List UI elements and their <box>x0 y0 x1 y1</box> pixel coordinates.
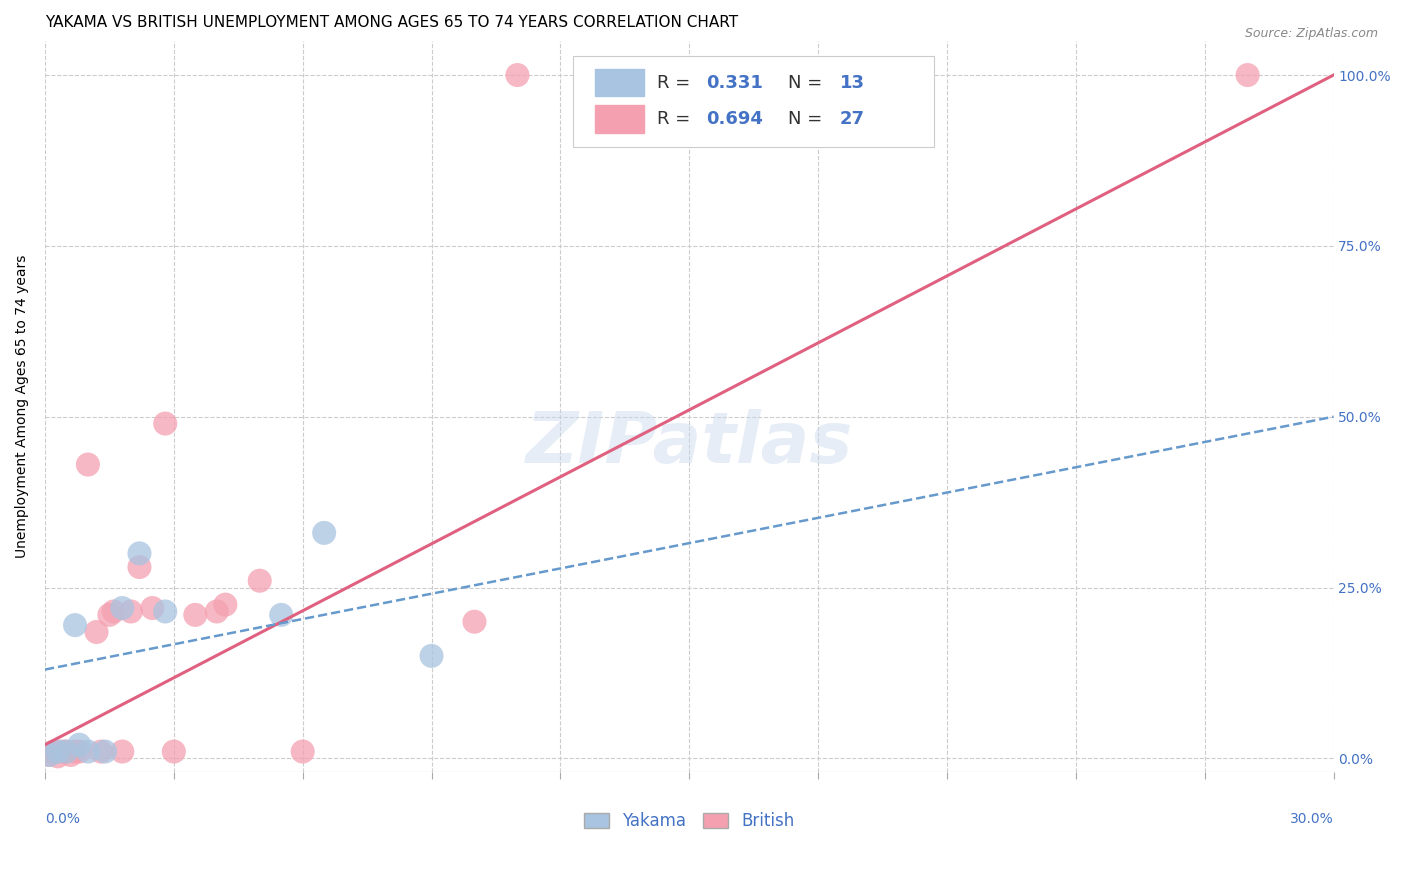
Point <box>59 747 82 762</box>
Point <box>205 605 228 619</box>
Point <box>63 618 86 632</box>
Text: YAKAMA VS BRITISH UNEMPLOYMENT AMONG AGES 65 TO 74 YEARS CORRELATION CHART: YAKAMA VS BRITISH UNEMPLOYMENT AMONG AGE… <box>45 15 738 30</box>
Text: R =: R = <box>657 110 696 128</box>
Bar <box>595 69 644 96</box>
Point <box>1236 68 1258 82</box>
Point <box>111 745 134 759</box>
Bar <box>595 105 644 133</box>
Point <box>94 745 117 759</box>
Point <box>67 738 90 752</box>
Text: N =: N = <box>789 110 828 128</box>
Point <box>46 749 69 764</box>
Point <box>128 546 150 560</box>
Point <box>77 458 100 472</box>
Point <box>155 417 177 431</box>
Point <box>128 560 150 574</box>
Y-axis label: Unemployment Among Ages 65 to 74 years: Unemployment Among Ages 65 to 74 years <box>15 255 30 558</box>
Point <box>291 745 314 759</box>
FancyBboxPatch shape <box>574 55 934 147</box>
Text: R =: R = <box>657 73 696 92</box>
Point <box>111 601 134 615</box>
Point <box>38 747 60 762</box>
Point <box>51 745 73 759</box>
Point <box>77 745 100 759</box>
Point <box>38 747 60 762</box>
Point <box>184 607 207 622</box>
Text: N =: N = <box>789 73 828 92</box>
Point <box>63 745 86 759</box>
Point <box>163 745 186 759</box>
Point <box>55 745 77 759</box>
Point <box>420 648 443 663</box>
Point <box>55 745 77 759</box>
Point <box>314 525 336 540</box>
Point <box>463 615 485 629</box>
Point <box>86 624 108 639</box>
Text: 30.0%: 30.0% <box>1289 813 1333 826</box>
Text: 0.694: 0.694 <box>706 110 763 128</box>
Point <box>42 745 65 759</box>
Point <box>506 68 529 82</box>
Text: 0.331: 0.331 <box>706 73 763 92</box>
Text: 27: 27 <box>839 110 865 128</box>
Point <box>141 601 163 615</box>
Point <box>90 745 112 759</box>
Point <box>103 605 125 619</box>
Point <box>98 607 121 622</box>
Point <box>214 598 236 612</box>
Text: ZIPatlas: ZIPatlas <box>526 409 853 477</box>
Point <box>46 745 69 759</box>
Point <box>120 605 142 619</box>
Text: 0.0%: 0.0% <box>45 813 80 826</box>
Legend: Yakama, British: Yakama, British <box>578 805 801 837</box>
Point <box>67 745 90 759</box>
Text: 13: 13 <box>839 73 865 92</box>
Text: Source: ZipAtlas.com: Source: ZipAtlas.com <box>1244 27 1378 40</box>
Point <box>270 607 292 622</box>
Point <box>155 605 177 619</box>
Point <box>249 574 271 588</box>
